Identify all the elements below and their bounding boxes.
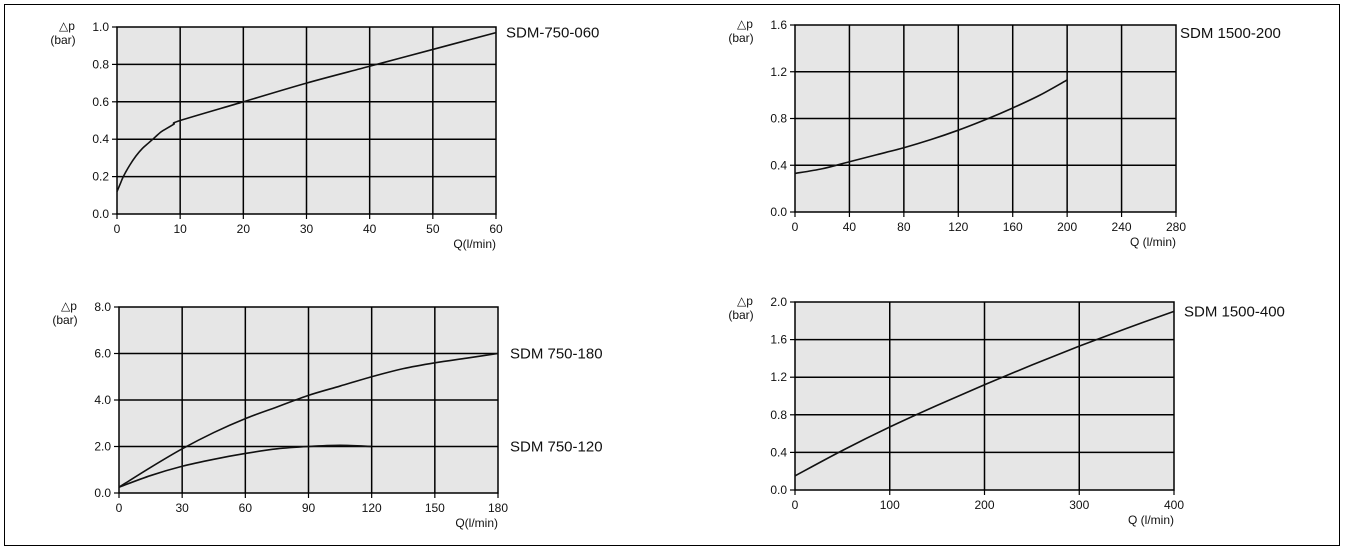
y-axis-label: △p	[61, 299, 77, 313]
y-axis-unit: (bar)	[52, 313, 77, 327]
series-label: SDM 1500-200	[1180, 25, 1281, 42]
y-tick-label: 0.4	[770, 445, 787, 459]
x-tick-label: 30	[300, 222, 314, 236]
series-line-2	[118, 444, 372, 488]
chart-frame	[4, 4, 1340, 546]
chart-1: 0 10 20 30 40 50 60 0.0 0.2 0.4 0.6 0.8 1.0 △p(bar) Q(…	[50, 19, 599, 251]
x-tick-label: 0	[792, 220, 799, 234]
x-tick-label: 240	[1112, 220, 1132, 234]
x-tick-label: 90	[302, 501, 316, 515]
x-tick-label: 60	[489, 222, 503, 236]
x-tick-label: 200	[974, 498, 994, 512]
y-tick-label: 1.6	[770, 333, 787, 347]
y-tick-label: 0.4	[92, 132, 109, 146]
y-tick-label: 1.2	[770, 370, 787, 384]
x-tick-label: 120	[362, 501, 382, 515]
y-tick-label: 0.8	[770, 112, 787, 126]
y-tick-label: 0.4	[770, 158, 787, 172]
y-axis-unit: (bar)	[728, 31, 753, 45]
y-tick-label: 0.2	[92, 170, 109, 184]
x-axis-label: Q(l/min)	[455, 516, 498, 530]
x-tick-label: 40	[363, 222, 377, 236]
chart-2: 0 40 80 120 160 200 240 280 0.0 0.4 0.8 1.2 1.6 △p(ba…	[728, 17, 1281, 249]
y-tick-label: 0.0	[92, 207, 109, 221]
x-tick-label: 160	[1003, 220, 1023, 234]
y-tick-label: 8.0	[94, 300, 111, 314]
x-tick-label: 120	[948, 220, 968, 234]
x-tick-label: 280	[1166, 220, 1186, 234]
series-line-1	[118, 352, 499, 488]
x-tick-label: 400	[1164, 498, 1184, 512]
y-tick-label: 2.0	[770, 295, 787, 309]
series-label: SDM 1500-400	[1184, 303, 1285, 320]
y-axis-label: △p	[737, 294, 753, 308]
series-line-1	[794, 310, 1175, 477]
x-tick-label: 150	[425, 501, 445, 515]
y-axis-label: △p	[737, 17, 753, 31]
y-tick-label: 0.8	[92, 57, 109, 71]
y-tick-label: 1.0	[92, 20, 109, 34]
x-tick-label: 80	[897, 220, 911, 234]
y-tick-label: 0.8	[770, 408, 787, 422]
series-line-1	[116, 31, 497, 192]
series-label: SDM-750-060	[506, 25, 599, 42]
chart-4: 0 100 200 300 400 0.0 0.4 0.8 1.2 1.6 2.0 △p(bar) Q …	[728, 294, 1285, 527]
x-tick-label: 30	[175, 501, 189, 515]
x-tick-label: 10	[173, 222, 187, 236]
series-line-1	[794, 79, 1068, 175]
y-tick-label: 1.6	[770, 18, 787, 32]
y-tick-label: 6.0	[94, 347, 111, 361]
x-axis-label: Q (l/min)	[1128, 513, 1174, 527]
y-tick-label: 0.6	[92, 95, 109, 109]
x-tick-label: 20	[237, 222, 251, 236]
x-tick-label: 180	[488, 501, 508, 515]
x-tick-label: 50	[426, 222, 440, 236]
x-tick-label: 0	[116, 501, 123, 515]
y-tick-label: 0.0	[770, 205, 787, 219]
chart-3: 0 30 60 90 120 150 180 0.0 2.0 4.0 6.0 8.0 △p(bar) Q(…	[52, 299, 602, 530]
y-axis-label: △p	[59, 19, 75, 33]
y-tick-label: 1.2	[770, 65, 787, 79]
y-axis-unit: (bar)	[728, 308, 753, 322]
series-label: SDM 750-180	[510, 346, 603, 363]
x-tick-label: 200	[1057, 220, 1077, 234]
x-tick-label: 300	[1069, 498, 1089, 512]
y-tick-label: 0.0	[770, 483, 787, 497]
x-tick-label: 100	[880, 498, 900, 512]
y-tick-label: 2.0	[94, 440, 111, 454]
x-tick-label: 60	[239, 501, 253, 515]
x-tick-label: 0	[114, 222, 121, 236]
x-tick-label: 40	[843, 220, 857, 234]
y-tick-label: 0.0	[94, 486, 111, 500]
x-tick-label: 0	[792, 498, 799, 512]
x-axis-label: Q (l/min)	[1130, 235, 1176, 249]
y-axis-unit: (bar)	[50, 33, 75, 47]
y-tick-label: 4.0	[94, 393, 111, 407]
x-axis-label: Q(l/min)	[453, 237, 496, 251]
series-label: SDM 750-120	[510, 439, 603, 456]
